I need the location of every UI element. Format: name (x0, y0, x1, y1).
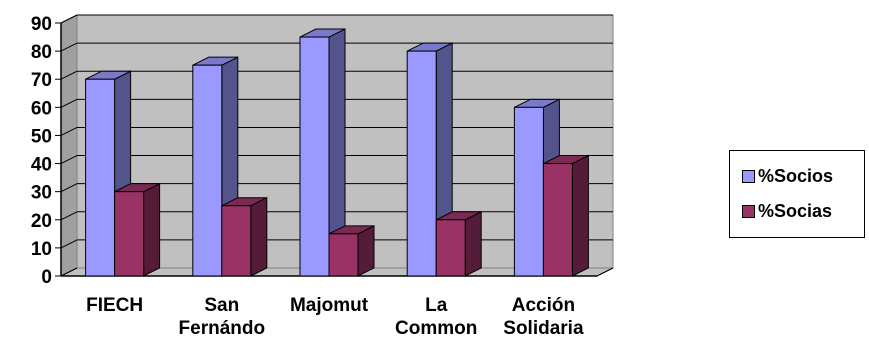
gridline-side (60, 98, 78, 108)
y-tick-labels: 0 10 20 30 40 50 60 70 80 90 (31, 14, 52, 288)
x-tick-label: FIECH (86, 295, 143, 316)
x-tick-label: Majomut (290, 295, 369, 316)
y-tick-label: 10 (31, 239, 52, 260)
gridline-side (60, 211, 78, 221)
y-tick-label: 30 (31, 183, 52, 204)
bar-socias-2 (328, 225, 375, 277)
bars (85, 28, 589, 277)
floor-edge (596, 267, 614, 277)
y-tick-label: 60 (31, 98, 52, 119)
legend-label-socias: %Socias (758, 200, 833, 221)
y-tick-label: 80 (31, 42, 52, 63)
gridline-side (60, 126, 78, 136)
legend: %Socios %Socias (729, 150, 865, 238)
y-tick-label: 50 (31, 126, 52, 147)
gridline-side (60, 183, 78, 193)
legend-label-socios: %Socios (758, 165, 834, 186)
legend-item-socios: %Socios (742, 165, 833, 187)
x-tick-label: Acción Solidaria (503, 295, 584, 339)
bar-socias-0 (114, 182, 161, 277)
gridline-side (60, 42, 78, 52)
gridline-side (60, 14, 78, 24)
gridline-side (60, 239, 78, 249)
y-tick-label: 20 (31, 211, 52, 232)
gridline-side (60, 70, 78, 80)
y-tick-label: 90 (31, 14, 52, 35)
gridline-side (60, 267, 78, 277)
y-tick-label: 70 (31, 70, 52, 91)
legend-swatch-socias (742, 204, 755, 218)
side-wall (60, 14, 78, 277)
bar-socias-1 (221, 196, 268, 277)
x-tick-labels: FIECH San Fernándo Majomut La Common Acción Sol… (86, 295, 584, 339)
legend-swatch-socios (742, 169, 755, 183)
x-tick-label: San Fernándo (179, 295, 266, 339)
bar-socios-2 (299, 28, 346, 277)
bar-socias-4 (542, 154, 589, 277)
y-tick-label: 40 (31, 155, 52, 176)
y-tick-label: 0 (41, 267, 52, 288)
legend-item-socias: %Socias (742, 200, 832, 222)
gridline-side (60, 155, 78, 165)
bar-socias-3 (435, 210, 482, 277)
x-tick-label: La Common (395, 295, 477, 339)
